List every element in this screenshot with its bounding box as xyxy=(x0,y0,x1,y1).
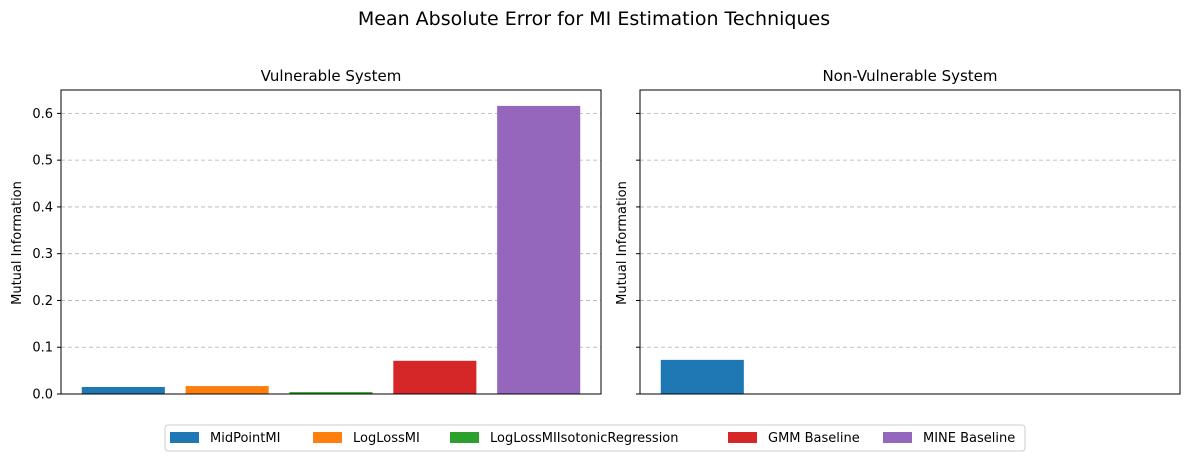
legend-swatch xyxy=(313,432,342,443)
legend: MidPointMI LogLossMI LogLossMIIsotonicRegr… xyxy=(164,424,1026,452)
bars-non-vulnerable xyxy=(660,359,744,394)
y-ticks-vulnerable: 0.0 0.1 0.2 0.3 0.4 0.5 0.6 xyxy=(32,107,61,403)
legend-label: MINE Baseline xyxy=(923,431,1015,446)
bar-midpointmi xyxy=(660,359,744,394)
legend-swatch xyxy=(170,432,199,443)
bar-loglossmi xyxy=(185,386,269,394)
bar-mine-baseline xyxy=(497,105,581,394)
legend-swatch xyxy=(728,432,757,443)
panel-non-vulnerable: Non-Vulnerable System Mutual Information xyxy=(615,67,1181,395)
legend-frame xyxy=(164,424,1026,452)
y-axis-label-non-vulnerable: Mutual Information xyxy=(615,181,630,305)
y-tick-label: 0.2 xyxy=(32,294,53,309)
gridlines-non-vulnerable xyxy=(640,112,1180,348)
figure-title: Mean Absolute Error for MI Estimation Te… xyxy=(358,8,830,30)
bars-vulnerable xyxy=(81,105,581,394)
bar-midpointmi xyxy=(81,386,165,394)
legend-label: GMM Baseline xyxy=(768,431,860,446)
y-tick-label: 0.1 xyxy=(32,341,53,356)
legend-swatch xyxy=(883,432,912,443)
y-tick-label: 0.0 xyxy=(32,388,53,403)
panel-title-non-vulnerable: Non-Vulnerable System xyxy=(822,67,997,85)
y-ticks-non-vulnerable xyxy=(636,112,640,395)
legend-label: MidPointMI xyxy=(210,431,280,446)
panel-vulnerable: Vulnerable System Mutual Information 0.0… xyxy=(10,67,602,403)
legend-label: LogLossMI xyxy=(353,431,420,446)
legend-label: LogLossMIIsotonicRegression xyxy=(490,431,679,446)
bar-loglossmiisotonicregression xyxy=(289,392,373,394)
panel-title-vulnerable: Vulnerable System xyxy=(261,67,402,85)
legend-swatch xyxy=(450,432,479,443)
plot-frame-non-vulnerable xyxy=(639,89,1181,395)
y-tick-label: 0.5 xyxy=(32,154,53,169)
y-tick-label: 0.3 xyxy=(32,247,53,262)
bar-gmm-baseline xyxy=(393,360,477,394)
y-tick-label: 0.4 xyxy=(32,200,53,215)
plot-frame-vulnerable xyxy=(60,89,602,395)
y-tick-label: 0.6 xyxy=(32,107,53,122)
y-axis-label-vulnerable: Mutual Information xyxy=(10,181,25,305)
